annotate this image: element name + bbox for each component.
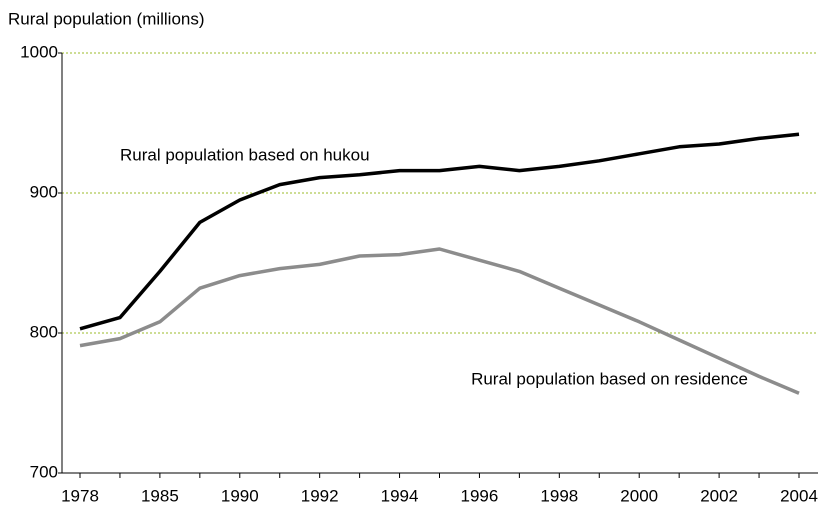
x-tick-label: 1996 — [461, 486, 499, 505]
y-tick-label: 700 — [30, 462, 58, 481]
y-tick-label: 900 — [30, 182, 58, 201]
series-line — [79, 247, 800, 395]
y-axis-label: Rural population (millions) — [8, 9, 205, 28]
x-tick-label: 1990 — [221, 486, 259, 505]
x-tick-label: 1978 — [61, 486, 99, 505]
x-tick-label: 2004 — [780, 486, 818, 505]
x-tick-label: 1994 — [381, 486, 419, 505]
x-tick-label: 1998 — [540, 486, 578, 505]
y-tick-label: 1000 — [20, 42, 58, 61]
series-label: Rural population based on residence — [471, 369, 748, 388]
x-tick-label: 1992 — [301, 486, 339, 505]
x-tick-label: 1985 — [141, 486, 179, 505]
y-tick-label: 800 — [30, 322, 58, 341]
series-line — [79, 132, 800, 331]
x-tick-label: 2002 — [700, 486, 738, 505]
series-label: Rural population based on hukou — [120, 145, 370, 164]
x-tick-label: 2000 — [620, 486, 658, 505]
